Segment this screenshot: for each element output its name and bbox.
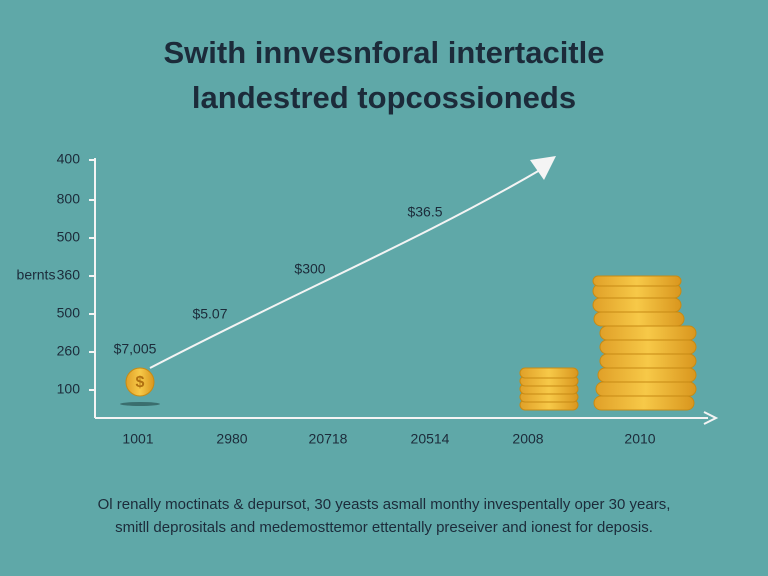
x-tick-label: 20514 bbox=[411, 431, 450, 447]
y-tick-label: 360 bbox=[57, 267, 81, 283]
y-ticks bbox=[89, 159, 95, 391]
annotation: $300 bbox=[294, 261, 325, 277]
caption-line: smitll deprositals and medemosttemor ett… bbox=[115, 519, 653, 536]
y-tick-label: 260 bbox=[57, 343, 81, 359]
y-tick-label: 500 bbox=[57, 305, 81, 321]
caption-line: Ol renally moctinats & depursot, 30 yeas… bbox=[98, 496, 671, 513]
y-tick-label: 500 bbox=[57, 229, 81, 245]
y-axis-label: bernts bbox=[17, 267, 56, 283]
x-tick-label: 20718 bbox=[309, 431, 348, 447]
annotation: $7,005 bbox=[114, 341, 157, 357]
growth-arrow bbox=[149, 169, 541, 369]
y-tick-label: 100 bbox=[57, 381, 81, 397]
annotation: $5.07 bbox=[192, 306, 227, 322]
y-tick-label: 800 bbox=[57, 191, 81, 207]
title-line: landestred topcossioneds bbox=[192, 80, 576, 115]
coin-shadow bbox=[120, 402, 160, 406]
y-tick-label: 400 bbox=[57, 151, 81, 167]
title-line: Swith innvesnforal intertacitle bbox=[164, 35, 605, 70]
x-tick-label: 1001 bbox=[122, 431, 153, 447]
coin-stack-small bbox=[519, 367, 579, 411]
x-tick-label: 2010 bbox=[624, 431, 655, 447]
x-tick-label: 2008 bbox=[512, 431, 543, 447]
x-axis-arrow bbox=[703, 411, 719, 425]
coin-stack-large bbox=[592, 275, 697, 411]
annotation: $36.5 bbox=[407, 204, 442, 220]
growth-arrowhead bbox=[530, 156, 556, 180]
coin-symbol: $ bbox=[136, 374, 145, 391]
x-tick-label: 2980 bbox=[216, 431, 247, 447]
coin bbox=[125, 367, 155, 397]
